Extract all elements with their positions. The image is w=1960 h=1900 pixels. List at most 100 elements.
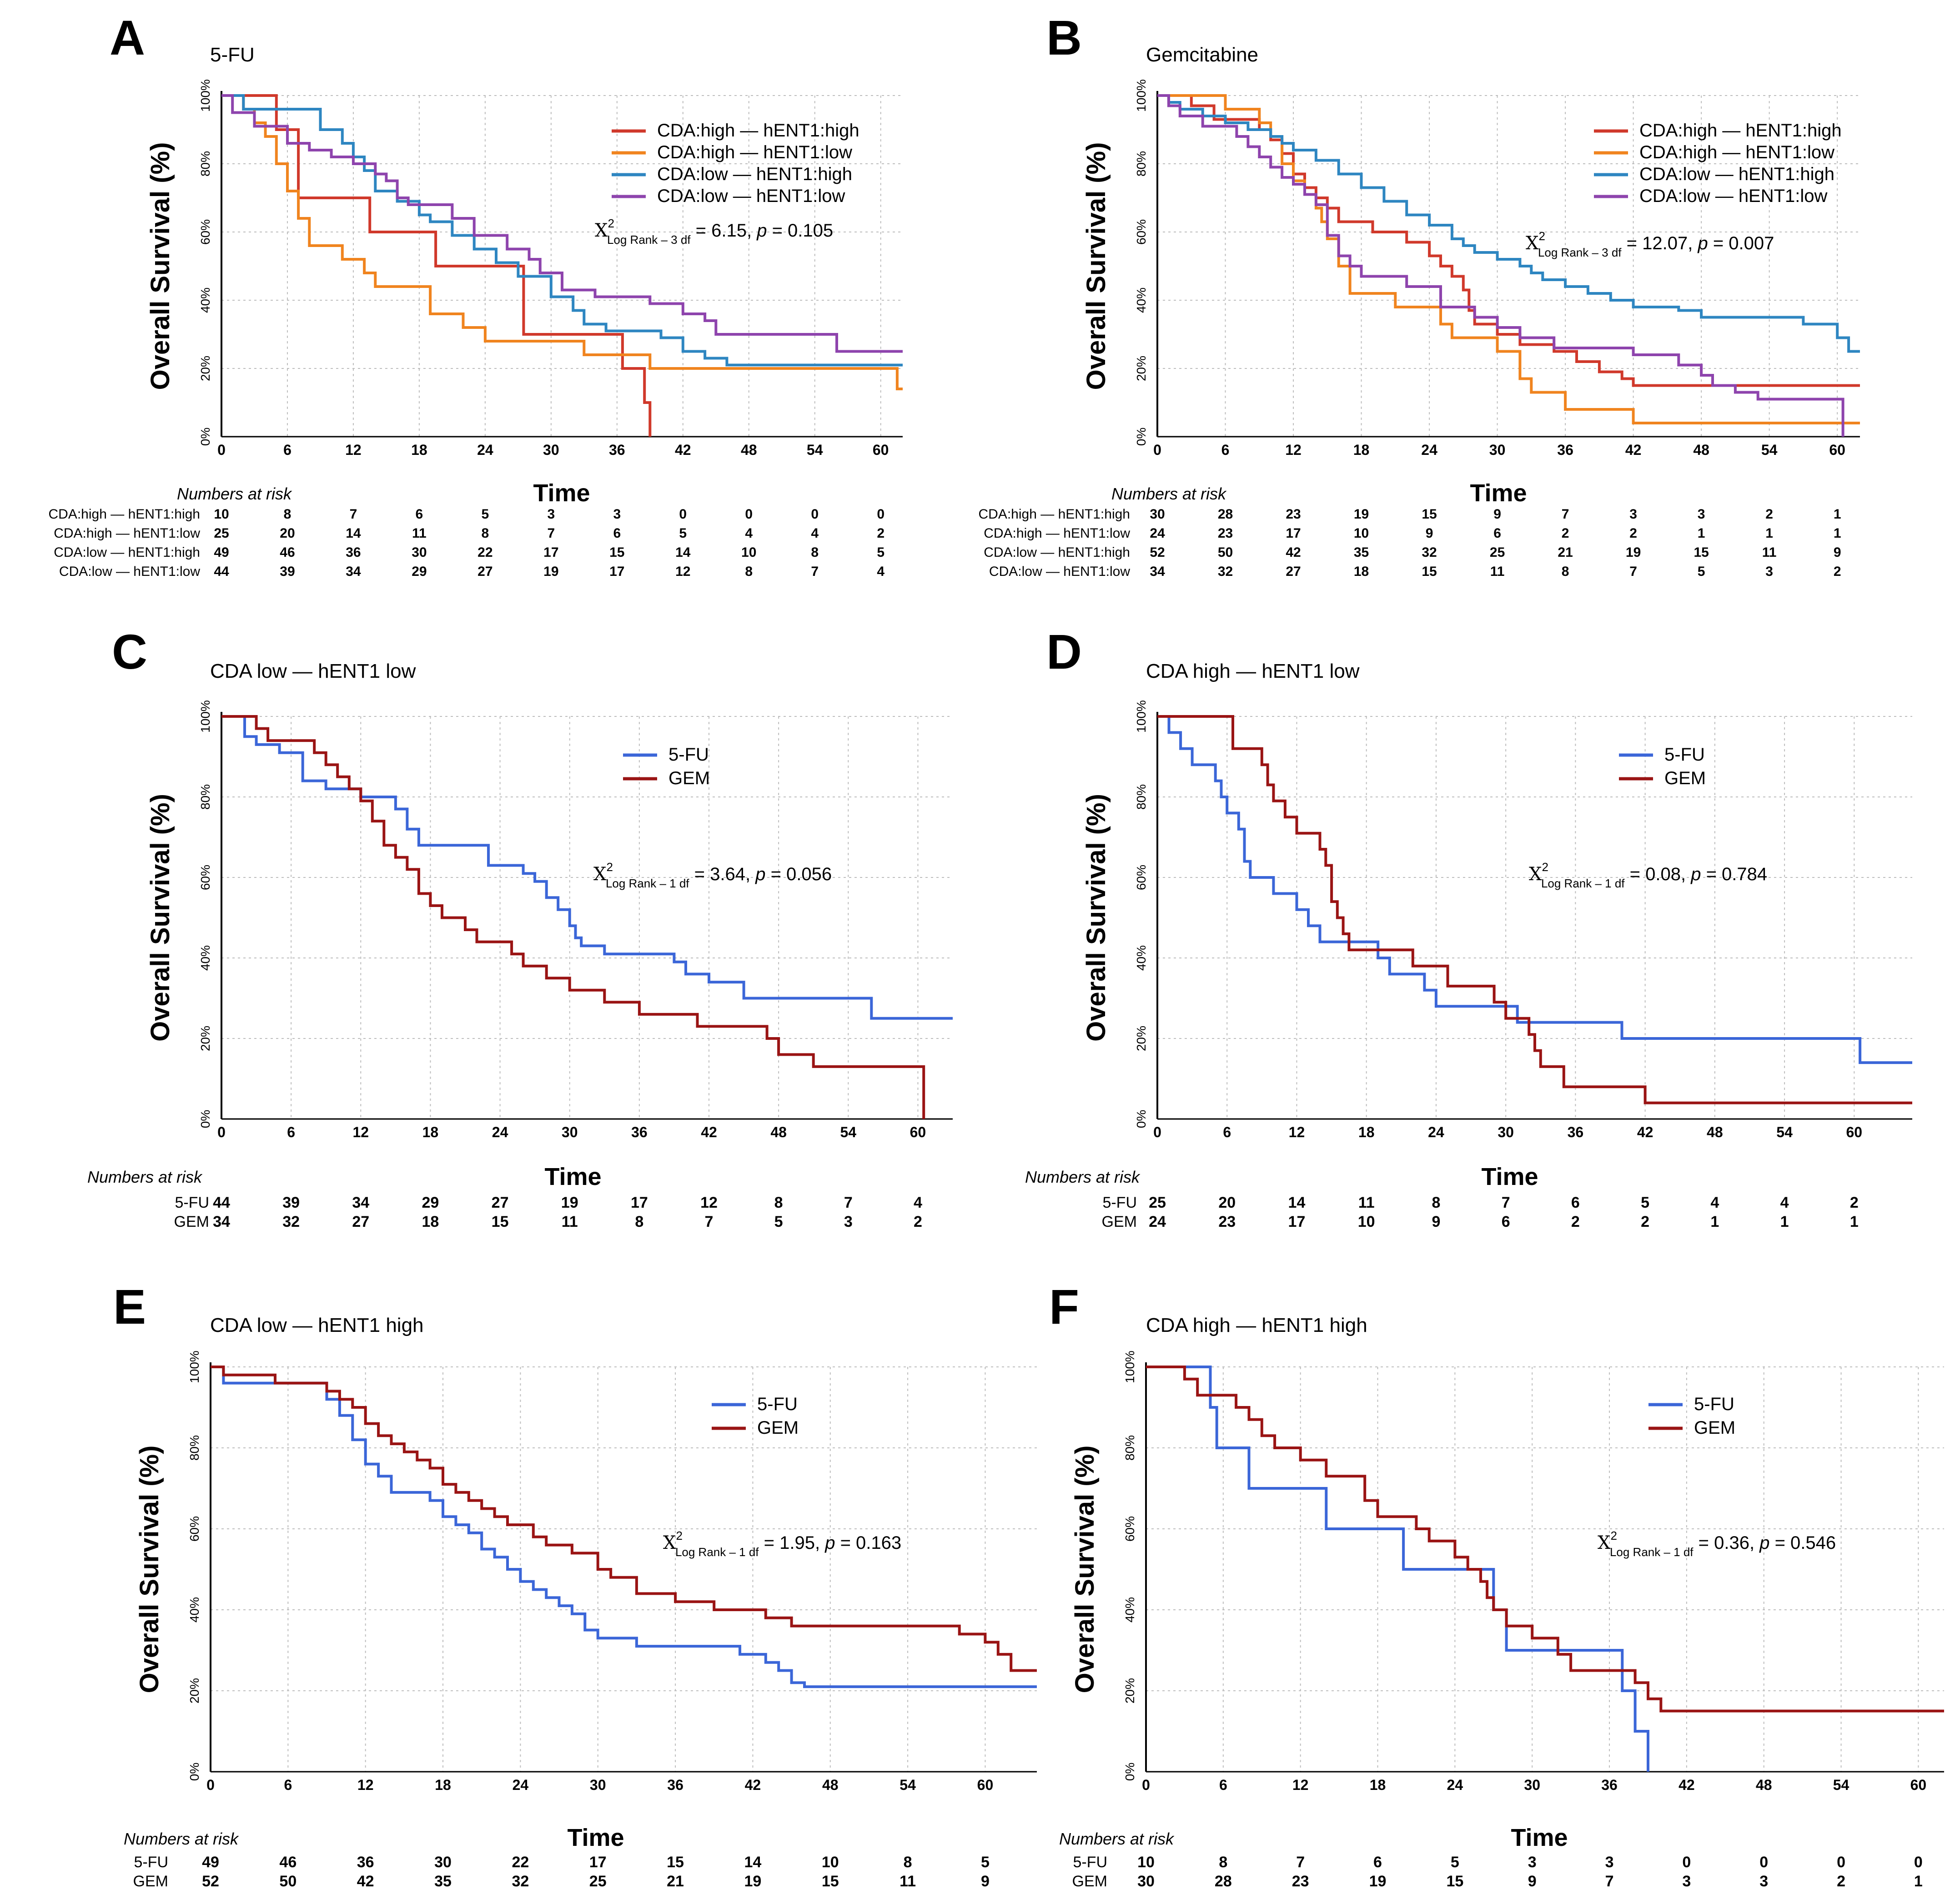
y-axis-title: Overall Survival (%) <box>146 794 175 1042</box>
risk-count: 11 <box>1490 564 1505 579</box>
risk-count: 8 <box>1562 564 1569 579</box>
risk-table-header: Numbers at risk <box>177 484 292 503</box>
x-axis-title: Time <box>533 479 590 507</box>
risk-count: 10 <box>1358 1213 1375 1230</box>
risk-count: 15 <box>1446 1873 1463 1890</box>
risk-count: 8 <box>811 545 819 560</box>
x-tick-label: 54 <box>807 442 823 458</box>
legend: 5-FU GEM <box>712 1394 799 1438</box>
risk-count: 1 <box>1834 507 1841 522</box>
x-tick-label: 18 <box>435 1777 451 1793</box>
risk-count: 6 <box>1502 1213 1510 1230</box>
panel-label: F <box>1049 1279 1079 1334</box>
risk-count: 19 <box>1354 507 1369 522</box>
panel-label: D <box>1046 624 1082 679</box>
y-axis-title: Overall Survival (%) <box>135 1446 164 1693</box>
y-axis-title: Overall Survival (%) <box>146 142 175 390</box>
risk-count: 19 <box>1369 1873 1387 1890</box>
x-axis-title: Time <box>544 1163 601 1190</box>
survival-curve-2 <box>221 715 925 1119</box>
risk-count: 28 <box>1218 507 1233 522</box>
risk-count: 27 <box>477 564 493 579</box>
x-tick-label: 12 <box>1292 1777 1309 1793</box>
x-tick-label: 6 <box>287 1124 295 1140</box>
risk-count: 6 <box>613 526 621 541</box>
risk-count: 32 <box>282 1213 300 1230</box>
risk-count: 7 <box>1629 564 1637 579</box>
y-tick-label: 60% <box>1134 219 1148 245</box>
risk-count: 2 <box>1834 564 1841 579</box>
risk-count: 18 <box>1354 564 1369 579</box>
risk-count: 1 <box>1780 1213 1789 1230</box>
risk-count: 44 <box>214 564 229 579</box>
x-tick-label: 30 <box>543 442 559 458</box>
risk-count: 8 <box>1219 1854 1227 1871</box>
risk-table-header: Numbers at risk <box>87 1168 203 1186</box>
risk-row-label: CDA:low — hENT1:high <box>54 545 200 560</box>
x-axis-title: Time <box>567 1824 624 1851</box>
x-tick-label: 60 <box>1910 1777 1927 1793</box>
risk-count: 32 <box>1218 564 1233 579</box>
y-tick-label: 80% <box>1123 1435 1137 1461</box>
y-tick-label: 40% <box>1134 287 1148 313</box>
numbers-at-risk: Numbers at risk CDA:high — hENT1:high 10 8 7… <box>49 484 885 579</box>
survival-curve-1 <box>211 1366 1037 1688</box>
risk-count: 7 <box>811 564 819 579</box>
risk-count: 5 <box>1641 1194 1649 1211</box>
x-tick-label: 24 <box>477 442 493 458</box>
x-tick-label: 42 <box>1625 442 1642 458</box>
risk-count: 2 <box>1562 526 1569 541</box>
y-tick-label: 0% <box>187 1763 201 1781</box>
risk-count: 3 <box>1698 507 1705 522</box>
risk-count: 34 <box>346 564 361 579</box>
risk-count: 19 <box>744 1873 761 1890</box>
panel-title: 5-FU <box>210 44 255 66</box>
legend-label: CDA:high — hENT1:high <box>657 121 859 141</box>
risk-count: 27 <box>352 1213 369 1230</box>
risk-count: 30 <box>412 545 427 560</box>
y-tick-label: 60% <box>1134 865 1148 890</box>
risk-count: 2 <box>1641 1213 1649 1230</box>
risk-count: 2 <box>1629 526 1637 541</box>
x-axis-title: Time <box>1481 1163 1538 1190</box>
risk-count: 10 <box>741 545 756 560</box>
risk-count: 8 <box>482 526 489 541</box>
risk-table-header: Numbers at risk <box>1025 1168 1141 1186</box>
y-axis-title: Overall Survival (%) <box>1070 1446 1100 1693</box>
y-tick-label: 40% <box>187 1597 201 1623</box>
x-tick-label: 30 <box>562 1124 578 1140</box>
risk-count: 25 <box>214 526 229 541</box>
x-tick-label: 60 <box>1829 442 1845 458</box>
risk-count: 6 <box>1493 526 1501 541</box>
panel-label: C <box>112 624 147 679</box>
y-tick-label: 20% <box>187 1678 201 1703</box>
survival-curve-2 <box>211 1366 1037 1672</box>
y-tick-label: 60% <box>198 865 212 890</box>
risk-count: 18 <box>422 1213 439 1230</box>
legend-label: 5-FU <box>1694 1394 1734 1414</box>
risk-count: 17 <box>589 1854 607 1871</box>
legend-label: 5-FU <box>668 745 709 765</box>
risk-count: 4 <box>1780 1194 1789 1211</box>
y-tick-label: 100% <box>187 1351 201 1383</box>
x-tick-label: 30 <box>1489 442 1506 458</box>
y-tick-label: 20% <box>198 1026 212 1051</box>
risk-count: 6 <box>1571 1194 1580 1211</box>
risk-count: 34 <box>213 1213 230 1230</box>
risk-count: 8 <box>774 1194 783 1211</box>
risk-count: 2 <box>1850 1194 1859 1211</box>
x-tick-label: 36 <box>1568 1124 1584 1140</box>
risk-count: 7 <box>547 526 555 541</box>
panel-title: CDA low — hENT1 low <box>210 660 416 682</box>
risk-count: 4 <box>914 1194 922 1211</box>
x-tick-label: 6 <box>1223 1124 1231 1140</box>
x-tick-label: 48 <box>1756 1777 1772 1793</box>
panel-title: CDA high — hENT1 high <box>1146 1314 1367 1336</box>
risk-count: 12 <box>675 564 690 579</box>
x-tick-label: 36 <box>1557 442 1573 458</box>
log-rank-statistic: X2 Log Rank – 3 df = 6.15, p = 0.105 <box>595 217 833 247</box>
risk-table-header: Numbers at risk <box>124 1829 239 1848</box>
